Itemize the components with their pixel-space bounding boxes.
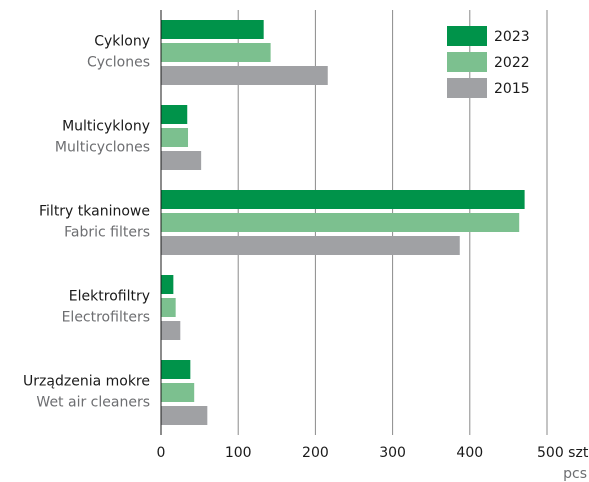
x-tick-label: 500 szt. — [537, 445, 589, 461]
bar — [161, 105, 188, 124]
bar — [161, 66, 328, 85]
legend-label: 2023 — [494, 29, 530, 45]
x-tick-label: 200 — [302, 445, 329, 461]
bar — [161, 190, 525, 209]
category-label-en: Wet air cleaners — [36, 395, 150, 411]
bar — [161, 151, 202, 170]
x-unit-label: pcs — [563, 466, 587, 482]
legend-swatch — [447, 26, 487, 46]
legend-swatch — [447, 78, 487, 98]
category-label: Cyklony — [94, 34, 150, 50]
bar — [161, 406, 208, 425]
bar — [161, 43, 271, 62]
bar — [161, 360, 191, 379]
category-label: Multicyklony — [62, 119, 150, 135]
category-label: Urządzenia mokre — [23, 374, 150, 390]
bar — [161, 128, 189, 147]
bar — [161, 236, 460, 255]
x-tick-label: 100 — [225, 445, 252, 461]
bar — [161, 20, 264, 39]
bar — [161, 275, 174, 294]
category-label-en: Fabric filters — [64, 225, 150, 241]
bar — [161, 321, 181, 340]
bar — [161, 213, 520, 232]
category-label: Elektrofiltry — [69, 289, 150, 305]
x-tick-label: 0 — [157, 445, 166, 461]
legend-label: 2022 — [494, 55, 530, 71]
x-tick-label: 400 — [456, 445, 483, 461]
bar — [161, 383, 195, 402]
legend-label: 2015 — [494, 81, 530, 97]
category-label: Filtry tkaninowe — [39, 204, 150, 220]
category-label-en: Cyclones — [87, 55, 150, 71]
legend-swatch — [447, 52, 487, 72]
category-label-en: Multicyclones — [55, 140, 150, 156]
category-label-en: Electrofilters — [62, 310, 150, 326]
bar — [161, 298, 176, 317]
x-tick-label: 300 — [379, 445, 406, 461]
